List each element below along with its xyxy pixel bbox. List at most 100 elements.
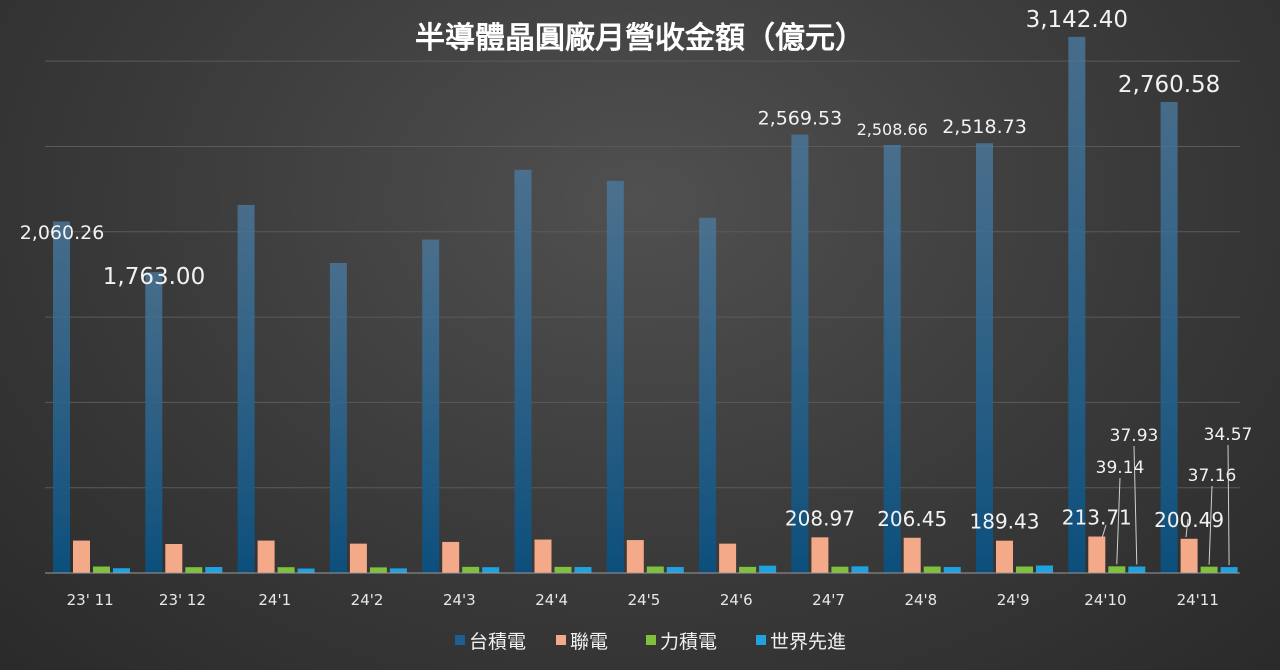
legend-item: 力積電 [646, 631, 717, 653]
bar-umc [165, 543, 183, 573]
bar-umc [626, 540, 644, 573]
bar-vis [851, 566, 869, 573]
data-label: 39.14 [1096, 458, 1145, 478]
leader-line [1116, 477, 1121, 565]
bar-tsmc [699, 217, 717, 574]
bar-psmc [1200, 566, 1218, 573]
data-label: 2,508.66 [857, 120, 928, 139]
data-label: 1,763.00 [103, 264, 205, 290]
bar-umc [534, 539, 552, 573]
bar-psmc [923, 566, 941, 573]
chart-title: 半導體晶圓廠月營收金額（億元） [415, 21, 865, 56]
bar-tsmc [422, 239, 440, 573]
x-tick-label: 24'2 [351, 591, 384, 609]
bar-tsmc [976, 143, 993, 573]
bar-tsmc [145, 272, 163, 573]
bar-psmc [369, 567, 387, 573]
bar-vis [943, 567, 961, 573]
bar-umc [257, 540, 275, 573]
x-tick-label: 23' 12 [159, 591, 206, 609]
legend-label: 世界先進 [770, 631, 846, 653]
bar-vis [389, 568, 407, 573]
x-tick-label: 24'8 [904, 591, 937, 609]
bar-umc [1180, 538, 1198, 573]
bar-umc [719, 543, 737, 573]
legend-swatch [455, 635, 465, 645]
bar-umc [442, 541, 460, 573]
bar-tsmc [1068, 36, 1086, 573]
leader-line [1101, 524, 1107, 539]
bar-vis [482, 567, 500, 573]
bar-tsmc [514, 169, 532, 574]
bar-tsmc [53, 221, 70, 573]
x-tick-label: 24'1 [258, 591, 291, 609]
x-tick-label: 24'5 [628, 591, 661, 609]
bar-vis [574, 567, 592, 573]
bar-tsmc [329, 262, 347, 573]
bar-vis [1128, 566, 1146, 573]
leader-line [1185, 518, 1189, 538]
bars [53, 36, 1238, 574]
legend-swatch [556, 635, 566, 645]
x-tick-label: 24'11 [1177, 591, 1219, 609]
bar-tsmc [1160, 101, 1178, 573]
x-tick-label: 24'4 [535, 591, 568, 609]
leader-line [1227, 444, 1230, 566]
legend-swatch [756, 635, 766, 645]
bar-psmc [554, 566, 572, 573]
x-tick-label: 23' 11 [67, 591, 114, 609]
bar-psmc [1016, 566, 1033, 573]
gridlines [45, 60, 1240, 489]
data-label: 3,142.40 [1026, 7, 1128, 33]
x-tick-label: 24'9 [997, 591, 1030, 609]
bar-vis [113, 568, 130, 573]
bar-vis [297, 568, 315, 573]
bar-psmc [93, 566, 110, 573]
x-tick-label: 24'7 [812, 591, 845, 609]
bar-vis [666, 567, 684, 573]
legend-item: 世界先進 [756, 631, 846, 653]
bar-vis [759, 565, 777, 573]
bar-tsmc [606, 180, 624, 573]
x-tick-label: 24'6 [720, 591, 753, 609]
bar-vis [1220, 567, 1238, 573]
bar-psmc [646, 566, 664, 573]
bar-vis [1036, 565, 1053, 573]
data-label: 37.93 [1110, 426, 1159, 446]
bar-psmc [462, 566, 480, 573]
bar-psmc [831, 566, 849, 573]
x-tick-label: 24'3 [443, 591, 476, 609]
data-labels: 2,060.26 1,763.00 2,569.53 2,508.66 2,518.73… [20, 7, 1253, 566]
data-label: 2,060.26 [20, 222, 105, 244]
x-tick-label: 24'10 [1084, 591, 1126, 609]
data-label: 2,518.73 [942, 116, 1027, 138]
legend-label: 力積電 [660, 631, 717, 653]
bar-tsmc [883, 144, 901, 573]
leader-line [1133, 445, 1138, 565]
bar-psmc [739, 566, 757, 573]
bar-psmc [185, 567, 203, 573]
legend-label: 聯電 [570, 631, 608, 653]
bar-psmc [1108, 566, 1126, 573]
bar-psmc [277, 567, 295, 573]
bar-vis [205, 567, 223, 573]
data-label: 2,760.58 [1118, 72, 1220, 98]
bar-umc [73, 540, 90, 573]
bar-tsmc [237, 204, 255, 574]
bar-tsmc [791, 134, 809, 573]
legend-label: 台積電 [469, 631, 526, 653]
bar-umc [1088, 536, 1106, 573]
legend-item: 台積電 [455, 631, 526, 653]
data-label: 208.97 [785, 506, 855, 530]
x-axis-ticks: 23' 11 23' 12 24'1 24'2 24'3 24'4 24'5 24'6 24'7… [67, 591, 1219, 609]
data-label: 213.71 [1062, 506, 1132, 530]
bar-umc [903, 537, 921, 573]
data-label: 189.43 [970, 510, 1040, 534]
bar-umc [349, 543, 367, 573]
legend-item: 聯電 [556, 631, 608, 653]
bar-umc [996, 540, 1013, 573]
legend-swatch [646, 635, 656, 645]
data-label: 200.49 [1154, 508, 1224, 532]
data-label: 34.57 [1204, 425, 1253, 445]
